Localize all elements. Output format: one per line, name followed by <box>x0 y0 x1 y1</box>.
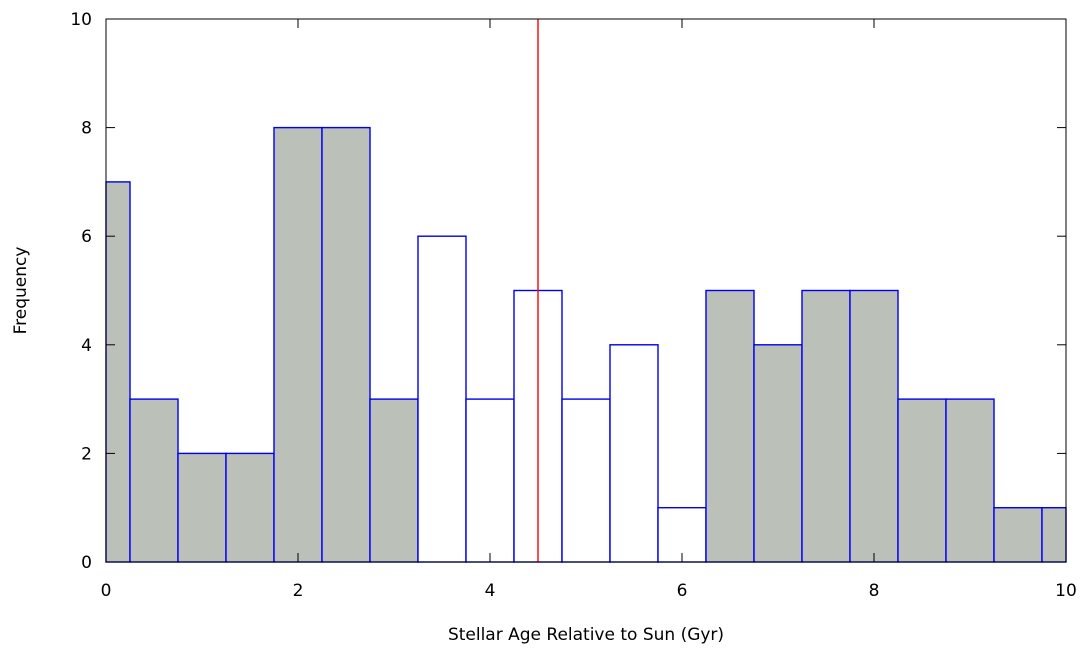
x-tick-label-2: 4 <box>485 581 496 601</box>
y-tick-label-0: 0 <box>81 553 92 573</box>
histogram-bar-11 <box>609 344 659 563</box>
y-axis-label: Frequency <box>11 247 31 335</box>
x-tick-label-4: 8 <box>869 581 880 601</box>
x-tick-label-5: 10 <box>1055 581 1077 601</box>
histogram-bar-20 <box>1041 507 1067 563</box>
histogram-bar-5 <box>321 126 371 563</box>
y-tick-label-1: 2 <box>81 444 92 464</box>
histogram-bar-13 <box>705 289 755 563</box>
histogram-bar-3 <box>225 452 275 563</box>
histogram-bar-12 <box>657 507 707 563</box>
histogram-bar-7 <box>417 235 467 563</box>
histogram-bar-4 <box>273 126 323 563</box>
y-tick-label-2: 4 <box>81 336 92 356</box>
x-tick-label-0: 0 <box>101 581 112 601</box>
histogram-bar-14 <box>753 344 803 563</box>
histogram-bar-1 <box>129 398 179 563</box>
histogram-bar-18 <box>945 398 995 563</box>
histogram-bar-16 <box>849 289 899 563</box>
ticks-layer <box>105 18 1067 563</box>
bars-layer <box>105 126 1067 563</box>
y-tick-label-3: 6 <box>81 227 92 247</box>
histogram-bar-6 <box>369 398 419 563</box>
x-tick-labels: 0 2 4 6 8 10 <box>101 581 1077 601</box>
y-tick-label-4: 8 <box>81 119 92 139</box>
x-axis-label: Stellar Age Relative to Sun (Gyr) <box>448 625 724 645</box>
histogram-bar-15 <box>801 289 851 563</box>
histogram-bar-0 <box>105 181 131 563</box>
histogram-bar-2 <box>177 452 227 563</box>
x-tick-label-3: 6 <box>677 581 688 601</box>
y-tick-labels: 0 2 4 6 8 10 <box>70 10 92 573</box>
x-tick-label-1: 2 <box>293 581 304 601</box>
histogram-bar-17 <box>897 398 947 563</box>
histogram-bar-10 <box>561 398 611 563</box>
histogram-bar-8 <box>465 398 515 563</box>
plot-frame <box>105 18 1067 563</box>
histogram-bar-19 <box>993 507 1043 563</box>
y-tick-label-5: 10 <box>70 10 92 30</box>
